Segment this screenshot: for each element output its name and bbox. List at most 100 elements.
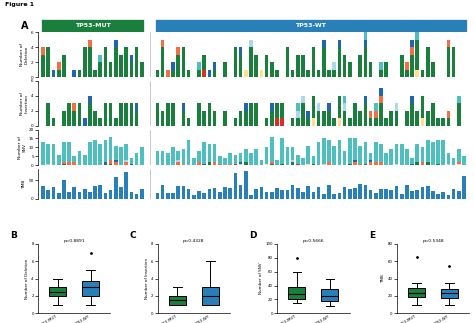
- PathPatch shape: [82, 281, 99, 296]
- Bar: [249, 40, 253, 47]
- Bar: [119, 55, 123, 77]
- Bar: [46, 144, 50, 163]
- Bar: [306, 186, 310, 199]
- Bar: [78, 103, 82, 126]
- Bar: [130, 192, 133, 199]
- Bar: [306, 118, 310, 126]
- PathPatch shape: [169, 296, 186, 305]
- Bar: [109, 191, 112, 199]
- Bar: [161, 111, 164, 126]
- Bar: [301, 103, 305, 126]
- Bar: [301, 55, 305, 77]
- Bar: [88, 103, 91, 126]
- Bar: [104, 162, 107, 163]
- Bar: [239, 185, 242, 199]
- Bar: [171, 62, 175, 69]
- Bar: [343, 96, 346, 103]
- Bar: [405, 185, 409, 199]
- Bar: [218, 192, 222, 199]
- Bar: [416, 162, 419, 165]
- Bar: [337, 47, 341, 77]
- Bar: [228, 153, 232, 163]
- Bar: [239, 153, 242, 162]
- Bar: [166, 193, 170, 199]
- Bar: [182, 47, 185, 77]
- Y-axis label: Number of SNV: Number of SNV: [259, 263, 264, 294]
- Bar: [441, 118, 445, 126]
- Bar: [457, 149, 461, 162]
- Bar: [317, 142, 320, 165]
- Bar: [161, 40, 164, 47]
- Text: A: A: [21, 21, 29, 30]
- Bar: [426, 140, 429, 162]
- Bar: [332, 69, 336, 77]
- Y-axis label: Number of
SNV: Number of SNV: [18, 136, 27, 159]
- Bar: [57, 155, 61, 165]
- Bar: [244, 162, 247, 165]
- Bar: [420, 69, 424, 77]
- Bar: [348, 139, 352, 163]
- Bar: [306, 111, 310, 118]
- Bar: [306, 163, 310, 165]
- Bar: [109, 103, 112, 126]
- Bar: [441, 192, 445, 199]
- Bar: [213, 144, 217, 162]
- Bar: [265, 55, 268, 77]
- Bar: [228, 188, 232, 199]
- Bar: [119, 187, 123, 199]
- Bar: [197, 103, 201, 126]
- Bar: [249, 153, 253, 165]
- Bar: [182, 186, 185, 199]
- Bar: [41, 55, 45, 77]
- Bar: [311, 118, 315, 126]
- Bar: [374, 142, 377, 162]
- Bar: [265, 192, 268, 199]
- Bar: [280, 163, 284, 165]
- Text: p=0.4328: p=0.4328: [183, 239, 205, 243]
- Bar: [52, 69, 55, 77]
- Bar: [457, 163, 461, 165]
- Bar: [327, 103, 331, 111]
- Bar: [239, 163, 242, 165]
- Bar: [166, 103, 170, 126]
- Bar: [447, 153, 450, 163]
- Bar: [202, 55, 206, 69]
- Bar: [249, 195, 253, 199]
- Bar: [270, 163, 273, 165]
- Bar: [125, 172, 128, 199]
- Bar: [353, 103, 357, 126]
- Bar: [332, 118, 336, 126]
- Bar: [327, 69, 331, 77]
- Bar: [78, 192, 82, 199]
- Bar: [364, 40, 367, 47]
- Bar: [410, 163, 414, 165]
- Bar: [410, 191, 414, 199]
- Bar: [228, 163, 232, 165]
- Bar: [369, 191, 373, 199]
- Bar: [119, 103, 123, 126]
- Bar: [358, 55, 362, 77]
- Bar: [161, 151, 164, 165]
- Bar: [208, 69, 211, 77]
- Bar: [135, 194, 138, 199]
- Bar: [431, 191, 435, 199]
- Y-axis label: TMB: TMB: [22, 179, 27, 189]
- Bar: [104, 140, 107, 162]
- Bar: [208, 144, 211, 162]
- Bar: [285, 147, 289, 165]
- Bar: [223, 158, 227, 165]
- Bar: [452, 158, 456, 165]
- Bar: [255, 189, 258, 199]
- Bar: [348, 189, 352, 199]
- Bar: [311, 192, 315, 199]
- Bar: [280, 103, 284, 118]
- Bar: [88, 142, 91, 165]
- Bar: [379, 96, 383, 103]
- Text: B: B: [10, 231, 17, 240]
- Bar: [265, 118, 268, 126]
- Bar: [296, 163, 300, 165]
- Bar: [426, 186, 429, 199]
- Bar: [249, 47, 253, 77]
- Bar: [109, 137, 112, 160]
- Bar: [348, 62, 352, 77]
